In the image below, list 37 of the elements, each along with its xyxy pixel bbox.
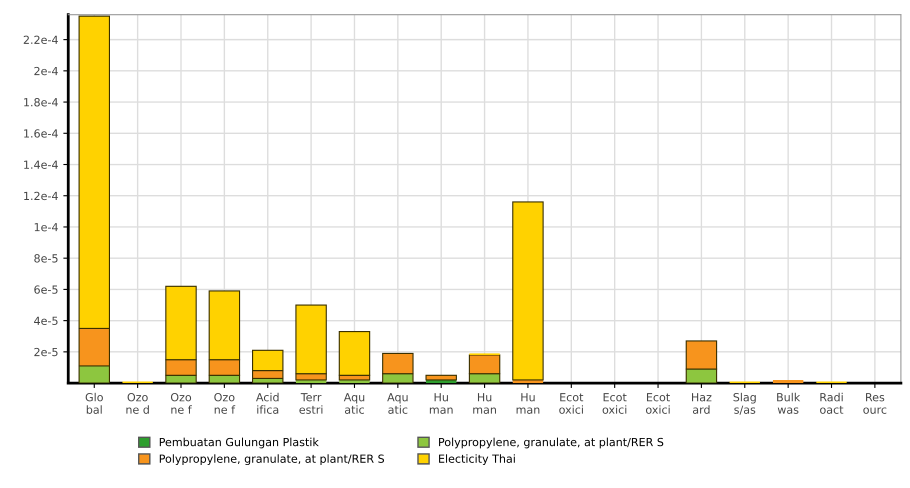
y-tick-label: 4e-5 [34, 316, 58, 326]
x-tick-label: Ecot oxici [602, 393, 627, 414]
legend-label: Polypropylene, granulate, at plant/RER S [160, 454, 384, 466]
x-tick-label: Bulk was [777, 392, 800, 414]
x-tick-label: Res ourc [863, 393, 886, 414]
x-tick-label: Acid ifica [256, 392, 279, 414]
x-tick-label: Haz ard [692, 393, 712, 414]
y-tick-label: 1.2e-4 [24, 192, 58, 200]
x-tick-label: Ozo ne f [214, 393, 236, 414]
x-tick-label: Terr estri [299, 393, 322, 414]
x-tick-label: Glo bal [86, 392, 103, 414]
y-tick-label: 2.2e-4 [24, 36, 58, 44]
x-tick-label: Hu man [473, 393, 496, 414]
y-tick-label: 6e-5 [34, 285, 58, 294]
legend-label: Pembuatan Gulungan Plastik [160, 438, 319, 448]
x-tick-label: Ozo ne d [126, 393, 149, 414]
y-tick-label: 2e-5 [34, 348, 58, 356]
y-tick-label: 2e-4 [34, 66, 58, 76]
x-tick-label: Aqu atic [344, 393, 364, 414]
x-tick-label: Aqu atic [387, 393, 408, 414]
bar [425, 374, 457, 381]
x-tick-label: Slag s/as [734, 392, 756, 415]
y-tick-label: 1.4e-4 [24, 160, 58, 169]
legend-label: Electicity Thai [439, 454, 515, 466]
x-tick-label: Radi oact [820, 392, 844, 414]
bar [512, 201, 544, 381]
x-tick-label: Ozo ne f [170, 393, 192, 414]
x-tick-label: Ecot oxici [646, 393, 670, 414]
y-tick-label: 1.8e-4 [24, 98, 58, 106]
x-tick-label: Hu man [430, 393, 453, 414]
x-tick-label: Hu man [516, 393, 540, 414]
bar [772, 380, 804, 384]
y-tick-label: 1e-4 [34, 223, 58, 232]
y-tick-label: 1.6e-4 [24, 129, 58, 138]
legend-label: Polypropylene, granulate, at plant/RER S [439, 438, 664, 448]
y-tick-label: 8e-5 [34, 254, 58, 263]
x-tick-label: Ecot oxici [559, 393, 584, 414]
